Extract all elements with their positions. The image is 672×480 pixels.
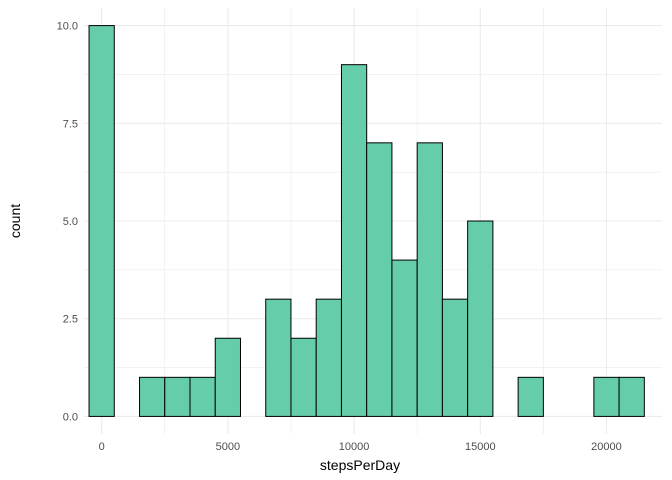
y-tick-label: 10.0 bbox=[57, 21, 78, 33]
x-tick-label: 20000 bbox=[591, 441, 622, 453]
x-tick-label: 10000 bbox=[339, 441, 370, 453]
histogram-bar bbox=[189, 376, 216, 417]
y-tick-label: 5.0 bbox=[63, 216, 78, 228]
histogram-bar bbox=[139, 376, 166, 417]
x-tick-label: 0 bbox=[99, 441, 105, 453]
y-tick-labels: 0.0 2.5 5.0 7.5 10.0 bbox=[57, 21, 78, 424]
histogram-bar bbox=[290, 337, 317, 417]
histogram-bar bbox=[416, 142, 443, 417]
x-tick-label: 15000 bbox=[465, 441, 496, 453]
histogram-bar bbox=[164, 376, 191, 417]
histogram-bar bbox=[441, 298, 469, 417]
histogram-bar bbox=[391, 259, 418, 417]
x-tick-labels: 0 5000 10000 15000 20000 bbox=[99, 441, 622, 453]
y-axis-title: count bbox=[7, 204, 23, 238]
histogram-bar bbox=[265, 298, 292, 417]
x-axis-title: stepsPerDay bbox=[320, 457, 400, 473]
histogram-bar bbox=[340, 64, 368, 417]
y-tick-label: 2.5 bbox=[63, 314, 78, 326]
histogram-bar bbox=[618, 376, 645, 417]
histogram-bar bbox=[214, 337, 241, 417]
y-tick-label: 0.0 bbox=[63, 411, 78, 423]
histogram-bar bbox=[467, 220, 494, 417]
x-tick-label: 5000 bbox=[216, 441, 240, 453]
y-tick-label: 7.5 bbox=[63, 118, 78, 130]
histogram-bar bbox=[315, 298, 342, 417]
histogram-bar bbox=[366, 142, 393, 417]
histogram-bar bbox=[593, 376, 620, 417]
histogram-bar bbox=[517, 376, 544, 417]
bars bbox=[88, 25, 645, 417]
histogram-bar bbox=[88, 25, 115, 417]
